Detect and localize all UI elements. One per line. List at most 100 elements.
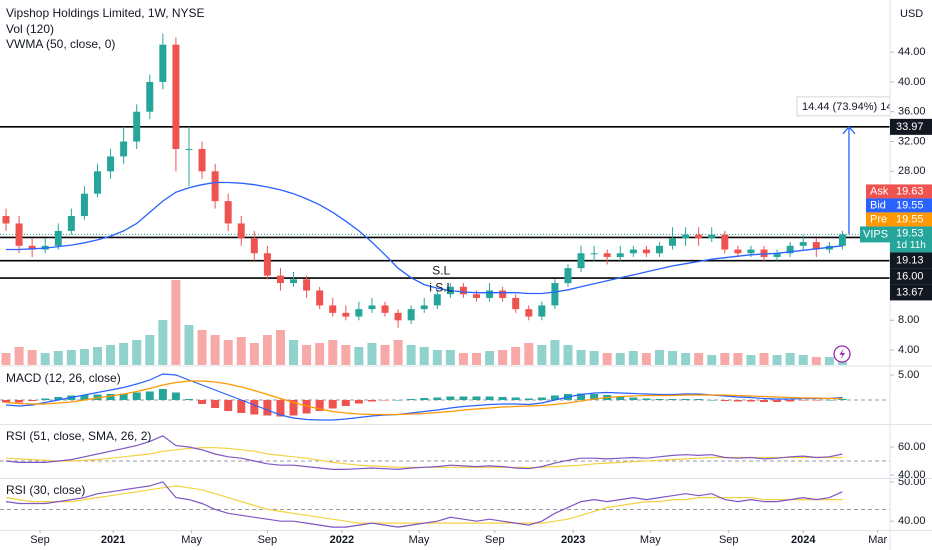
histogram-bar [577,393,586,400]
volume-bar [471,353,481,365]
candle-body [838,234,846,246]
hline-label: 16.00 [896,270,924,282]
measure-arrowhead [842,125,856,135]
histogram-bar [93,394,102,400]
histogram-bar [590,394,599,400]
histogram-bar [119,393,128,400]
candle-body [67,216,75,231]
pane-label[interactable]: MACD (12, 26, close) [6,371,121,385]
volume-bar [720,353,730,365]
candle-body [211,171,219,202]
pane-label[interactable]: RSI (51, close, SMA, 26, 2) [6,429,151,443]
volume-bar [498,350,508,365]
volume-bar [367,343,377,365]
measure-label-box [796,96,890,117]
candle-body [616,253,624,257]
quote-box [866,198,932,213]
volume-bar [1,353,11,365]
volume-bar [811,357,821,365]
histogram-bar [524,398,533,400]
candle-body [708,234,716,239]
pane-label[interactable]: RSI (30, close) [6,483,85,497]
x-tick-label: 2024 [791,534,816,546]
x-tick-label: 2021 [101,534,125,546]
candle-body [394,312,402,321]
histogram-bar [459,396,468,400]
candle-body [342,312,350,317]
candle-body [263,253,271,276]
candle-body [316,290,324,306]
histogram-bar [707,400,716,401]
histogram-bar [642,398,651,400]
indicator-label[interactable]: Vol (120) [6,22,54,36]
volume-bar [537,345,547,365]
y-tick-label: 4.00 [898,344,919,356]
candle-body [642,249,650,254]
histogram-bar [28,400,37,401]
y-tick-label: 32.00 [898,135,926,147]
histogram-bar [158,389,167,400]
candle-body [303,279,311,291]
indicator-line [5,373,843,421]
x-tick-label: Sep [719,534,739,546]
quote-label: 19.55 [896,213,924,225]
volume-bar [628,351,638,365]
price-axis: 44.00 40.00 36.00 32.00 28.00 8.00 4.00 5.00 60.… [890,46,926,527]
hline-label: 19.13 [896,254,924,266]
quote-label: 19.55 [896,199,924,211]
histogram-bar [263,400,272,416]
x-tick-label: Sep [30,534,50,546]
volume-bar [550,340,560,365]
candle-body [459,286,467,295]
histogram-bar [537,397,546,400]
candle-body [786,245,794,254]
quote-label: 19.63 [896,185,924,197]
volume-bar [158,320,168,365]
histogram-bar [145,391,154,400]
histogram-bar [786,400,795,402]
annotation: S.L [432,263,450,277]
histogram-bar [616,396,625,400]
candle-body [420,305,428,310]
candle-body [472,294,480,298]
volume-bar [66,350,76,365]
candle-body [577,253,585,269]
histogram-bar [433,397,442,400]
last-price-box [890,226,932,253]
volume-bar [759,353,769,365]
ticker-label-box [860,226,890,243]
histogram-bar [550,395,559,400]
volume-bar [746,355,756,365]
volume-bar [184,325,194,365]
indicator-label[interactable]: VWMA (50, close, 0) [6,37,115,51]
y-tick-label: 36.00 [898,106,926,118]
y-tick-label: 40.00 [898,515,926,527]
histogram-bar [211,400,220,408]
histogram-bar [746,400,755,402]
volume-bar [27,350,37,365]
volume-bar [524,343,534,365]
candle-body [146,81,154,112]
histogram-bar [694,399,703,400]
volume-bar [119,343,129,365]
currency[interactable]: USD [900,8,923,20]
annotation: i S.L [429,280,453,294]
volume-bar [707,355,717,365]
histogram-bar [720,400,729,401]
histogram-bar [446,396,455,400]
x-tick-label: Sep [485,534,505,546]
candle-body [224,201,232,224]
x-tick-label: May [181,534,202,546]
quote-box [866,212,932,227]
alert-icon-bolt [839,348,845,360]
candle-body [290,279,298,284]
candle-body [368,305,376,310]
candle-body [433,294,441,306]
candle-body [381,305,389,313]
histogram-bar [15,400,24,403]
histogram-bar [354,400,363,404]
candle-body [603,253,611,257]
volume-bar [341,345,351,365]
candle-body [747,249,755,254]
candle-body [812,242,820,250]
